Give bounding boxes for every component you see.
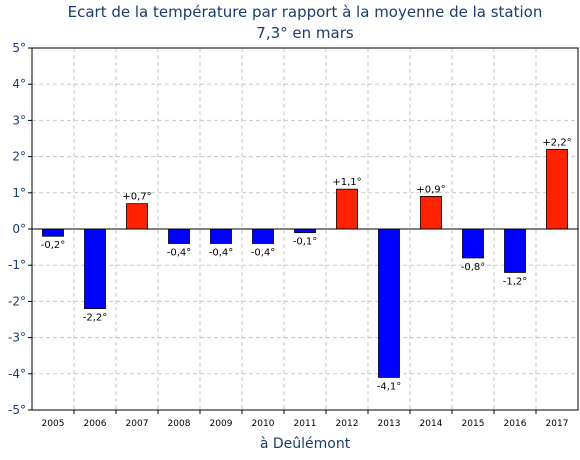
x-tick-label-2014: 2014 <box>420 419 443 429</box>
bar-2013 <box>378 228 400 378</box>
y-tick-label: 1° <box>12 186 26 200</box>
bar-2007 <box>126 203 148 230</box>
bar-2017 <box>546 148 568 230</box>
data-label-2007: +0,7° <box>122 192 151 203</box>
x-tick-label-2017: 2017 <box>546 419 569 429</box>
bar-2006 <box>84 228 106 310</box>
bar-2015 <box>462 228 484 259</box>
data-label-2013: -4,1° <box>377 381 402 392</box>
bar-2009 <box>210 228 232 244</box>
y-tick-label: 5° <box>12 41 26 55</box>
y-tick-label: -4° <box>8 367 26 381</box>
y-tick-label: -2° <box>8 294 26 308</box>
data-label-2009: -0,4° <box>209 247 234 258</box>
bar-2008 <box>168 228 190 244</box>
data-labels: -0,2° -2,2° +0,7° -0,4° -0,4° -0,4° -0,1° +1,1°… <box>41 137 572 392</box>
y-tick-labels: 5° 4° 3° 2° 1° 0° -1° -2° -3° -4° -5° <box>8 41 26 417</box>
bar-2012 <box>336 188 358 230</box>
x-tick-label-2012: 2012 <box>336 419 359 429</box>
bar-2005 <box>42 228 64 237</box>
y-tick-label: 0° <box>12 222 26 236</box>
x-tick-label-2011: 2011 <box>294 419 317 429</box>
data-label-2011: -0,1° <box>293 237 318 248</box>
bar-2016 <box>504 228 526 273</box>
data-label-2005: -0,2° <box>41 240 66 251</box>
bar-2011 <box>294 228 316 234</box>
data-label-2010: -0,4° <box>251 247 276 258</box>
data-label-2015: -0,8° <box>461 262 486 273</box>
x-tick-label-2006: 2006 <box>84 419 107 429</box>
y-tick-label: 4° <box>12 77 26 91</box>
data-label-2016: -1,2° <box>503 276 528 287</box>
x-tick-label-2007: 2007 <box>126 419 149 429</box>
bar-2010 <box>252 228 274 244</box>
x-tick-label-2009: 2009 <box>210 419 233 429</box>
y-tick-label: -3° <box>8 331 26 345</box>
y-tick-label: -1° <box>8 258 26 272</box>
bars <box>42 148 568 378</box>
chart-title: Ecart de la température par rapport à la… <box>68 3 543 21</box>
data-label-2017: +2,2° <box>542 137 571 148</box>
x-tick-labels: 2005 2006 2007 2008 2009 2010 2011 2012 2013 2014… <box>42 419 569 429</box>
y-tick-label: -5° <box>8 403 26 417</box>
axes <box>28 47 579 414</box>
x-tick-label-2010: 2010 <box>252 419 275 429</box>
x-tick-label-2013: 2013 <box>378 419 401 429</box>
x-tick-label-2008: 2008 <box>168 419 191 429</box>
y-tick-label: 3° <box>12 113 26 127</box>
x-tick-label-2005: 2005 <box>42 419 65 429</box>
data-label-2008: -0,4° <box>167 247 192 258</box>
x-tick-label-2015: 2015 <box>462 419 485 429</box>
data-label-2014: +0,9° <box>416 184 445 195</box>
data-label-2012: +1,1° <box>332 177 361 188</box>
chart-subtitle: 7,3° en mars <box>256 24 354 42</box>
x-tick-label-2016: 2016 <box>504 419 527 429</box>
x-axis-label: à Deûlémont <box>260 436 351 452</box>
grid <box>32 47 578 411</box>
bar-2014 <box>420 196 442 230</box>
y-tick-label: 2° <box>12 150 26 164</box>
data-label-2006: -2,2° <box>83 313 108 324</box>
